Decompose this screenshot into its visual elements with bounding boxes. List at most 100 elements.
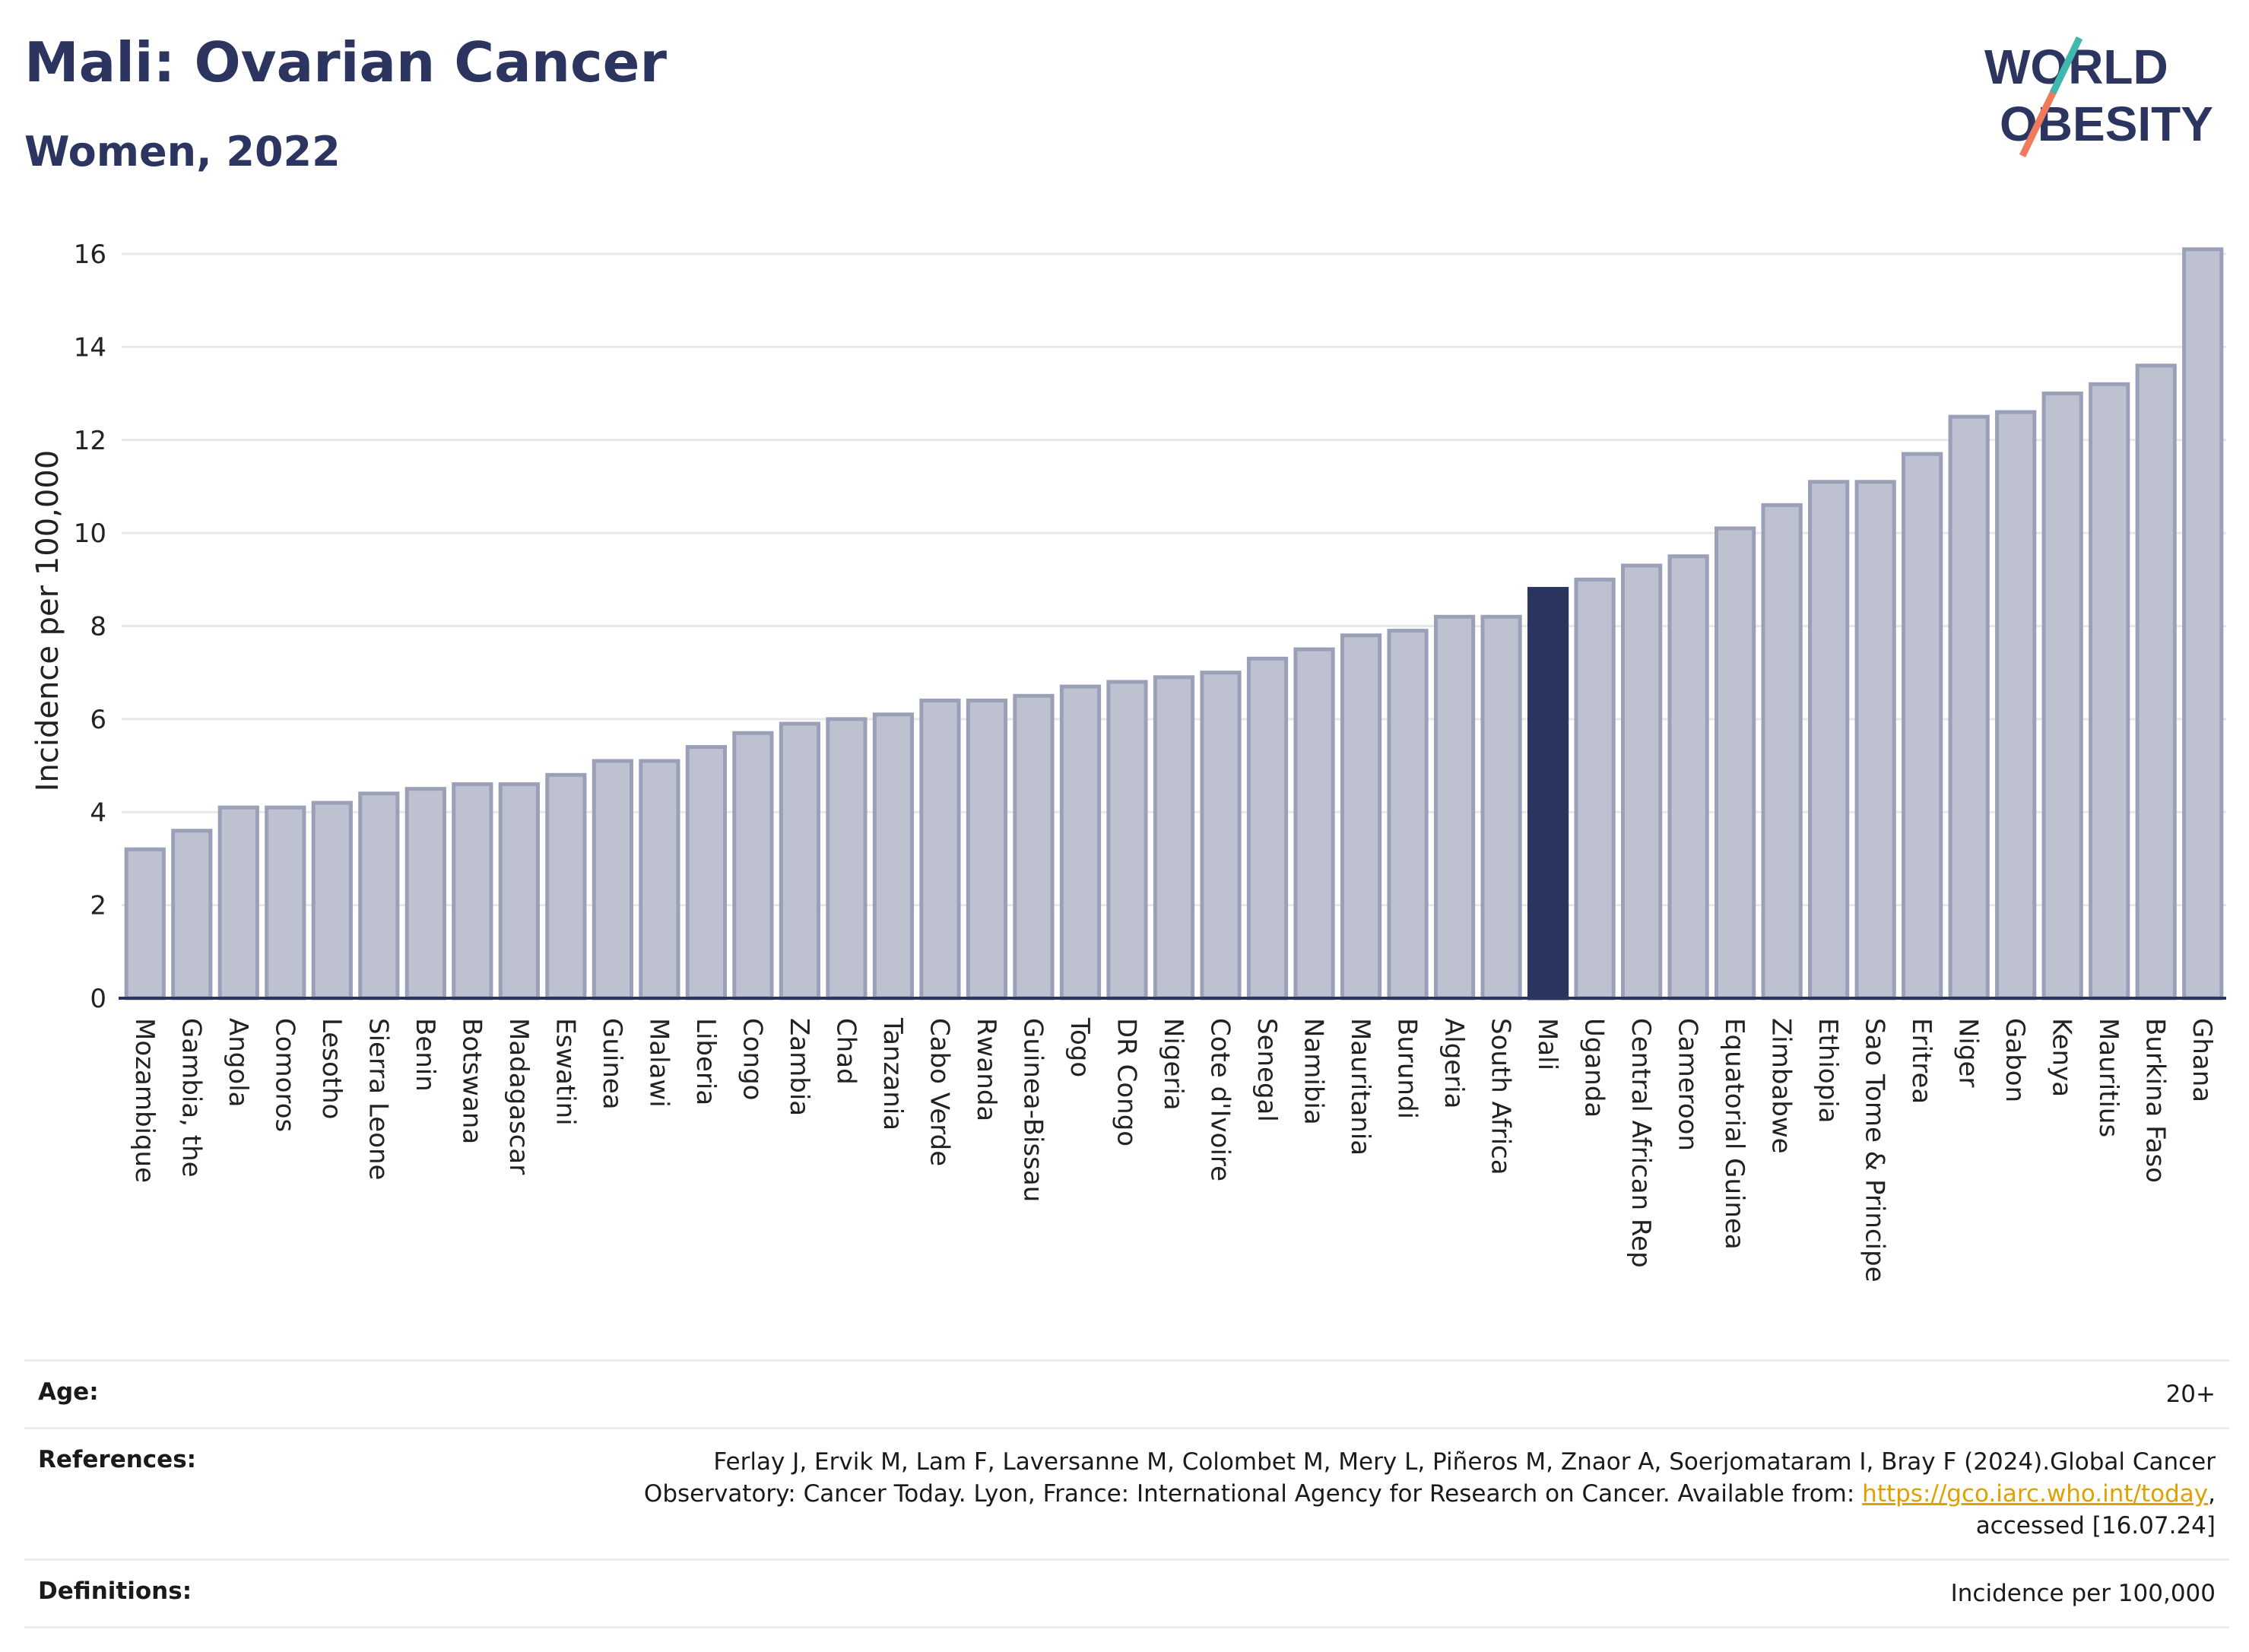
bar: [498, 782, 540, 1000]
page-subtitle: Women, 2022: [24, 128, 341, 176]
x-tick-label: Togo: [1064, 1017, 1095, 1077]
bar: [1013, 693, 1055, 1000]
x-tick-label: Mauritius: [2093, 1018, 2124, 1137]
bar: [311, 801, 353, 1000]
bar: [1995, 410, 2037, 1000]
y-tick-label: 16: [74, 239, 106, 270]
x-tick-label: Eswatini: [550, 1018, 580, 1126]
x-tick-label: Uganda: [1579, 1018, 1610, 1118]
y-tick-label: 2: [90, 891, 106, 921]
x-tick-label: Kenya: [2047, 1018, 2077, 1097]
age-row: Age: 20+: [24, 1359, 2229, 1427]
bar: [265, 805, 306, 1000]
x-tick-label: Sao Tome & Principe: [1860, 1018, 1890, 1283]
x-tick-label: Gambia, the: [176, 1018, 206, 1178]
x-tick-label: Senegal: [1251, 1018, 1282, 1122]
bar: [1246, 656, 1289, 1000]
definitions-row: Definitions: Incidence per 100,000: [24, 1558, 2229, 1628]
references-tail: , accessed [16.07.24]: [1975, 1480, 2216, 1539]
x-tick-label: Cameroon: [1673, 1018, 1703, 1151]
bar: [1293, 647, 1335, 1000]
x-tick-label: Botswana: [456, 1018, 487, 1144]
bar-chart: 0 2 4 6 8 10 12 14 16 Incidence per 100,000 Mozamb…: [30, 239, 2226, 1283]
y-tick-label: 14: [74, 332, 106, 363]
bar: [1480, 614, 1522, 1000]
x-tick-label: Eritrea: [1906, 1018, 1937, 1104]
bar: [2041, 392, 2083, 1000]
x-tick-label: Rwanda: [971, 1018, 1001, 1121]
bar: [1808, 480, 1850, 1000]
bar: [826, 717, 868, 1000]
y-axis-label: Incidence per 100,000: [30, 450, 65, 792]
bar: [1200, 671, 1242, 1000]
bar: [545, 772, 587, 1000]
x-tick-label: Niger: [1953, 1018, 1984, 1087]
logo-slash-accent-icon: [2049, 36, 2083, 94]
y-tick-label: 12: [74, 426, 106, 456]
x-tick-label: Equatorial Guinea: [1719, 1018, 1749, 1250]
bar: [966, 698, 1008, 1000]
bar: [2182, 247, 2224, 1000]
x-tick-label: Congo: [737, 1018, 767, 1100]
bar: [404, 787, 446, 1000]
x-tick-label: Algeria: [1439, 1018, 1469, 1108]
y-tick-label: 4: [90, 797, 106, 828]
bar: [1527, 587, 1569, 1000]
bar: [639, 759, 680, 1000]
bar: [358, 791, 400, 1000]
x-tick-label: Nigeria: [1158, 1018, 1188, 1111]
definitions-label: Definitions:: [38, 1577, 192, 1605]
bar: [1106, 680, 1148, 1000]
references-row: References: Ferlay J, Ervik M, Lam F, La…: [24, 1427, 2229, 1558]
x-tick-label: Ethiopia: [1813, 1018, 1843, 1123]
bar: [1902, 452, 1943, 1000]
x-tick-label: Zambia: [784, 1018, 814, 1116]
y-tick-label: 8: [90, 612, 106, 642]
bar: [685, 745, 727, 1000]
bar: [1667, 554, 1709, 1000]
age-value: 20+: [2165, 1381, 2216, 1408]
references-link[interactable]: https://gco.iarc.who.int/today: [1862, 1480, 2209, 1508]
bar: [1761, 503, 1803, 1000]
references-label: References:: [38, 1446, 197, 1473]
x-tick-label: Angola: [223, 1018, 253, 1107]
y-tick-label: 10: [74, 518, 106, 549]
bar: [2089, 382, 2130, 1000]
bar: [1621, 563, 1663, 1000]
x-tick-label: Mozambique: [129, 1018, 160, 1183]
x-tick-label: Liberia: [690, 1018, 721, 1105]
x-tick-label: Cote d'Ivoire: [1205, 1018, 1236, 1181]
bar: [1715, 526, 1756, 1000]
y-tick-label: 6: [90, 705, 106, 735]
x-tick-label: Ghana: [2187, 1018, 2217, 1102]
bar: [1059, 684, 1102, 1000]
definitions-value: Incidence per 100,000: [1950, 1580, 2216, 1607]
bar: [732, 731, 774, 1000]
bar: [779, 721, 821, 1000]
x-tick-label: Mali: [1532, 1018, 1562, 1070]
bar: [1153, 675, 1195, 1000]
x-tick-label: Burundi: [1392, 1018, 1423, 1119]
x-tick-label: Namibia: [1299, 1018, 1329, 1125]
bar: [452, 782, 493, 1000]
page-title: Mali: Ovarian Cancer: [24, 30, 667, 94]
x-tick-label: Zimbabwe: [1766, 1018, 1797, 1154]
x-tick-label: Gabon: [2000, 1018, 2030, 1102]
bar: [1387, 629, 1429, 1000]
references-text: Ferlay J, Ervik M, Lam F, Laversanne M, …: [643, 1448, 2216, 1508]
x-tick-label: Chad: [830, 1018, 861, 1085]
bar: [217, 805, 259, 1000]
bar: [171, 829, 213, 1000]
x-tick-label: Cabo Verde: [924, 1018, 954, 1166]
world-obesity-logo: WORLD OBESITY: [1984, 36, 2213, 157]
bar: [872, 712, 915, 1000]
bar: [1574, 577, 1616, 1000]
bar: [124, 847, 166, 1000]
age-label: Age:: [38, 1378, 99, 1406]
bar: [919, 698, 961, 1000]
bar: [1948, 414, 1990, 1000]
x-tick-label: DR Congo: [1111, 1018, 1141, 1146]
x-tick-label: Comoros: [269, 1018, 300, 1132]
bar: [592, 759, 633, 1000]
x-tick-label: Lesotho: [316, 1018, 347, 1119]
